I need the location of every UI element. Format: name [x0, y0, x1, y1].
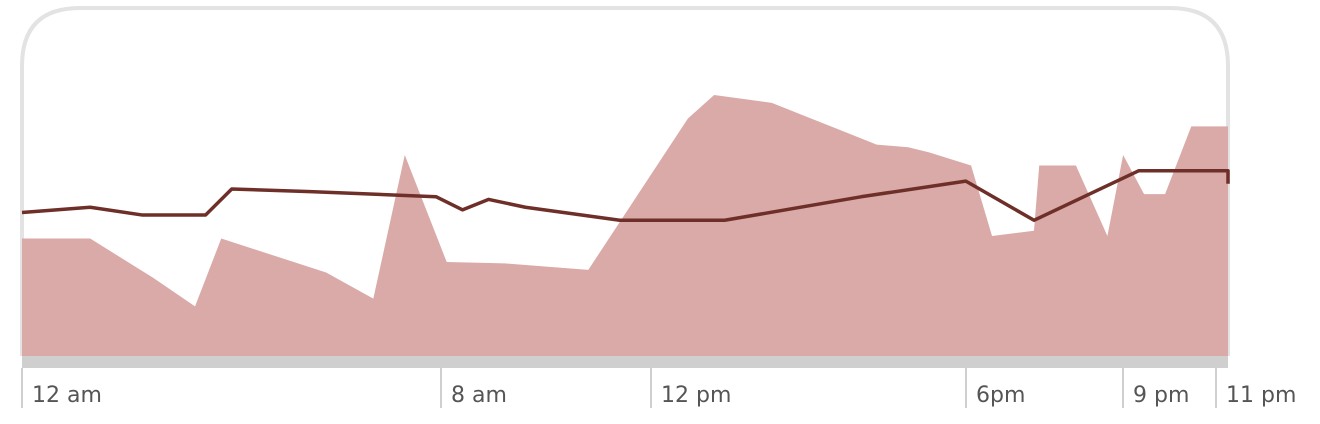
- x-axis-ticks: 12 am 8 am 12 pm 6pm 9 pm 11 pm: [21, 368, 1296, 408]
- line-series-1: [21, 168, 1230, 223]
- x-tick-label: 12 am: [32, 383, 102, 408]
- chart-frame: [20, 6, 1230, 356]
- x-tick-label: 11 pm: [1226, 383, 1296, 408]
- x-tick-label: 8 am: [451, 383, 507, 408]
- area-series-layer: [22, 95, 1228, 356]
- x-tick-label: 6pm: [976, 383, 1025, 408]
- area-series-0: [22, 95, 1228, 356]
- line-series-layer: [21, 168, 1230, 223]
- x-axis-bar: [22, 356, 1228, 368]
- x-tick-label: 9 pm: [1133, 383, 1189, 408]
- x-tick-label: 12 pm: [661, 383, 731, 408]
